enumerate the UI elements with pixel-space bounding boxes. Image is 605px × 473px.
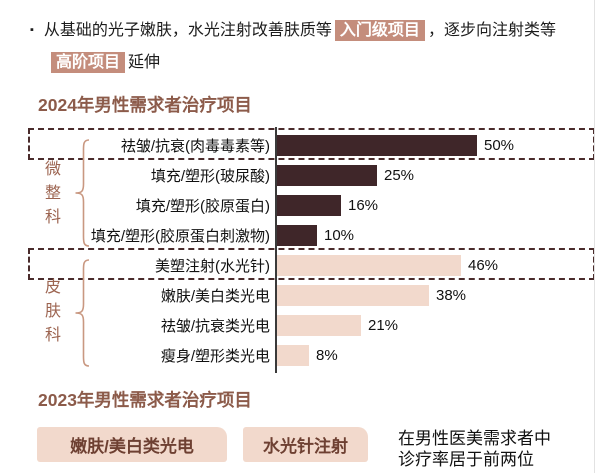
value-label: 38% xyxy=(436,286,467,304)
category-label: 瘦身/塑形类光电 xyxy=(160,347,270,365)
bar xyxy=(277,224,317,246)
bar xyxy=(277,194,341,216)
value-label: 50% xyxy=(484,136,515,154)
value-label: 46% xyxy=(468,256,499,274)
bar xyxy=(277,134,477,156)
bullet-text-line2: 高阶项目 延伸 xyxy=(30,47,580,79)
bullet-paragraph: ▪ 从基础的光子嫩肤，水光注射改善肤质等 入门级项目 ，逐步向注射类等 高阶项目 延伸 xyxy=(30,14,580,79)
category-label: 嫩肤/美白类光电 xyxy=(160,287,270,305)
treatment-pill-hydro-injection: 水光针注射 xyxy=(243,427,368,462)
bar xyxy=(277,314,361,336)
table-row: 美塑注射(水光针) 46% xyxy=(0,250,605,280)
category-label: 美塑注射(水光针) xyxy=(155,257,270,275)
value-label: 16% xyxy=(348,196,379,214)
table-row: 填充/塑形(玻尿酸) 25% xyxy=(0,160,605,190)
note-text: 在男性医美需求者中 诊疗率居于前两位 xyxy=(398,427,551,470)
group-label-micro-plastic: 微整科 xyxy=(44,161,61,226)
table-row: 瘦身/塑形类光电 8% xyxy=(0,340,605,370)
value-label: 8% xyxy=(316,346,338,364)
group-brace-icon xyxy=(75,259,90,367)
chart-axis-line xyxy=(275,127,277,373)
table-row: 填充/塑形(胶原蛋白刺激物) 10% xyxy=(0,220,605,250)
chart-title-2023: 2023年男性需求者治疗项目 xyxy=(38,390,252,410)
top-treatments-2023: 嫩肤/美白类光电 水光针注射 在男性医美需求者中 诊疗率居于前两位 xyxy=(37,427,551,470)
bar xyxy=(277,284,429,306)
bullet-icon: ▪ xyxy=(30,24,34,36)
highlight-advanced-tag: 高阶项目 xyxy=(51,52,126,73)
highlight-entry-level-tag: 入门级项目 xyxy=(334,20,425,41)
value-label: 10% xyxy=(324,226,355,244)
group-brace-icon xyxy=(75,139,90,247)
category-label: 填充/塑形(玻尿酸) xyxy=(150,167,270,185)
bar xyxy=(277,254,461,276)
value-label: 25% xyxy=(384,166,415,184)
table-row: 填充/塑形(胶原蛋白) 16% xyxy=(0,190,605,220)
note-line-2: 诊疗率居于前两位 xyxy=(398,450,534,469)
category-label: 祛皱/抗衰(肉毒毒素等) xyxy=(120,137,270,155)
bullet-text-line1-pre: 从基础的光子嫩肤，水光注射改善肤质等 xyxy=(43,22,332,39)
value-label: 21% xyxy=(368,316,399,334)
table-row: 祛皱/抗衰(肉毒毒素等) 50% xyxy=(0,130,605,160)
note-line-1: 在男性医美需求者中 xyxy=(398,429,551,448)
bar-chart-2024: 微整科 皮肤科 祛皱/抗衰(肉毒毒素等) 50% 填充/塑形(玻尿酸) 25% … xyxy=(0,127,605,373)
group-label-dermatology: 皮肤科 xyxy=(44,279,61,344)
chart-title-2024: 2024年男性需求者治疗项目 xyxy=(38,95,252,115)
bullet-text-line2-post: 延伸 xyxy=(128,54,161,71)
category-label: 祛皱/抗衰类光电 xyxy=(160,317,270,335)
page-edge-divider xyxy=(594,0,595,473)
bullet-text-line1-post: ，逐步向注射类等 xyxy=(427,22,556,39)
table-row: 嫩肤/美白类光电 38% xyxy=(0,280,605,310)
bar xyxy=(277,344,309,366)
category-label: 填充/塑形(胶原蛋白刺激物) xyxy=(90,227,270,245)
treatment-pill-photoelectric: 嫩肤/美白类光电 xyxy=(37,427,227,462)
bar xyxy=(277,164,377,186)
table-row: 祛皱/抗衰类光电 21% xyxy=(0,310,605,340)
category-label: 填充/塑形(胶原蛋白) xyxy=(135,197,270,215)
